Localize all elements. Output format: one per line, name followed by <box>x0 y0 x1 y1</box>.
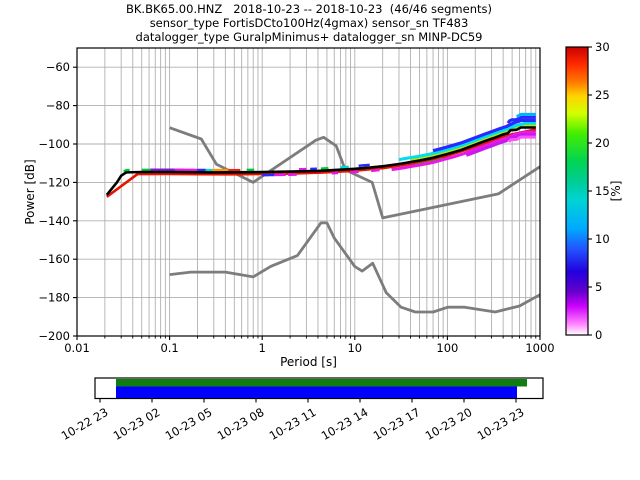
psd-histogram-segment <box>410 123 536 162</box>
y-tick-label: −200 <box>38 329 70 343</box>
timeline-tick-label: 10-23 02 <box>111 405 163 443</box>
psd-histogram-segment <box>339 165 350 169</box>
timeline-tick-label: 10-23 05 <box>163 405 215 443</box>
timeline-coverage-data <box>116 386 517 398</box>
timeline-tick-label: 10-23 20 <box>423 405 475 443</box>
psd-histogram-segment <box>432 118 536 153</box>
psd-histogram-segment <box>358 163 371 168</box>
y-tick-label: −100 <box>38 137 70 151</box>
psd-histogram-segment <box>349 170 360 174</box>
psd-histogram-segment <box>398 121 536 162</box>
nhnm-curve <box>169 126 541 220</box>
y-tick-label: −160 <box>38 252 70 266</box>
x-tick-label: 1000 <box>525 341 554 355</box>
x-tick-label: 0.01 <box>64 341 90 355</box>
psd-histogram-segment <box>122 168 131 173</box>
x-tick-label: 1 <box>259 341 266 355</box>
colorbar-tick-label: 20 <box>595 136 610 150</box>
x-axis-label: Period [s] <box>280 355 337 369</box>
y-tick-label: −80 <box>46 99 70 113</box>
y-tick-label: −60 <box>46 60 70 74</box>
colorbar-tick-label: 15 <box>595 184 610 198</box>
figure-title-line1: BK.BK65.00.HNZ 2018-10-23 -- 2018-10-23 … <box>126 2 492 16</box>
psd-histogram-segment <box>515 112 536 119</box>
timeline-tick-label: 10-23 14 <box>319 405 371 443</box>
psd-histogram-red-band <box>106 128 537 198</box>
x-tick-label: 100 <box>436 341 458 355</box>
x-tick-label: 10 <box>347 341 362 355</box>
colorbar-tick-label: 10 <box>595 232 610 246</box>
nlnm-curve <box>169 221 541 314</box>
timeline-tick-label: 10-23 23 <box>475 405 527 443</box>
y-tick-label: −140 <box>38 214 70 228</box>
colorbar-tick-label: 5 <box>595 280 602 294</box>
colorbar-tick-label: 0 <box>595 328 602 342</box>
timeline-tick-label: 10-23 17 <box>371 405 423 443</box>
timeline-tick-label: 10-23 11 <box>267 405 319 443</box>
timeline-tick-label: 10-22 23 <box>59 405 111 443</box>
psd-histogram-segment <box>507 135 536 143</box>
x-tick-label: 0.1 <box>160 341 178 355</box>
colorbar-label: [%] <box>609 181 623 202</box>
psd-histogram-segment <box>465 133 536 157</box>
y-tick-label: −180 <box>38 291 70 305</box>
psd-mode-curve <box>105 126 536 196</box>
figure-title-line2: sensor_type FortisDCto100Hz(4gmax) senso… <box>149 16 469 30</box>
psd-histogram-segment <box>506 115 536 125</box>
y-tick-label: −120 <box>38 175 70 189</box>
timeline-coverage-kept <box>116 379 527 387</box>
timeline-tick-label: 10-23 08 <box>215 405 267 443</box>
figure-title-line3: datalogger_type GuralpMinimus+ datalogge… <box>135 30 483 44</box>
axes-frame <box>76 47 541 337</box>
colorbar-tick-label: 30 <box>595 40 610 54</box>
psd-histogram-segment <box>370 168 381 173</box>
colorbar-tick-label: 25 <box>595 88 610 102</box>
y-axis-label: Power [dB] <box>23 159 37 224</box>
colorbar <box>566 47 588 335</box>
